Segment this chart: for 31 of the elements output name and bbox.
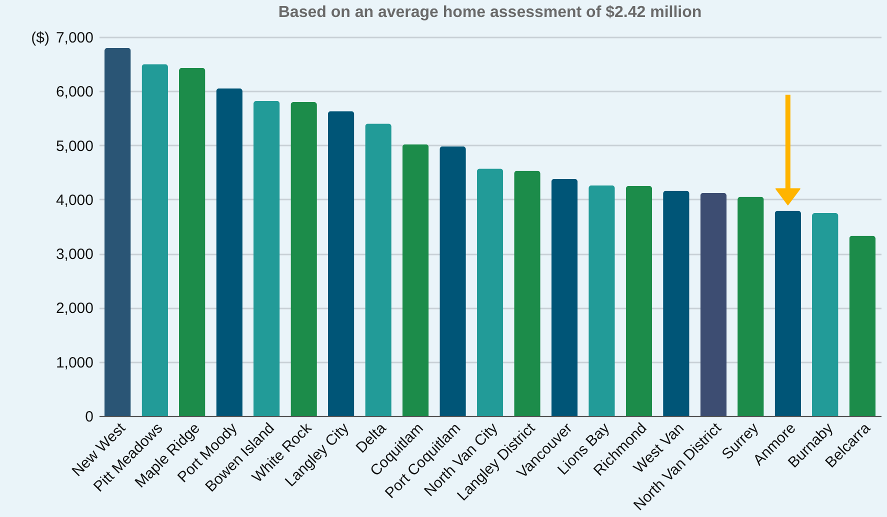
bar [216,88,242,416]
bar [700,192,727,416]
bar [588,185,615,416]
bar [626,186,652,416]
bar [812,212,838,416]
bar [178,68,206,416]
bar [476,168,504,416]
bar [514,170,540,416]
y-axis-title: ($) [31,30,50,46]
bar [663,190,690,416]
bar [253,100,280,416]
y-tick-label: 0 [85,408,94,426]
bar [328,111,354,416]
chart-subtitle: Based on an average home assessment of $2.42 million [278,4,702,21]
bar [774,210,802,416]
bar [104,48,131,416]
bar [738,196,764,416]
bar [290,102,317,416]
bar [142,64,168,416]
y-tick-label: 1,000 [56,354,94,372]
bar [365,124,392,416]
bar [402,144,429,416]
bar [440,146,466,416]
y-tick-label: 7,000 [56,30,94,46]
y-tick-label: 6,000 [56,84,94,101]
y-tick-label: 5,000 [56,138,94,155]
y-tick-label: 2,000 [56,300,94,318]
bar [849,236,876,416]
bar [551,178,578,416]
y-tick-label: 4,000 [56,192,94,209]
y-tick-label: 3,000 [56,246,94,264]
